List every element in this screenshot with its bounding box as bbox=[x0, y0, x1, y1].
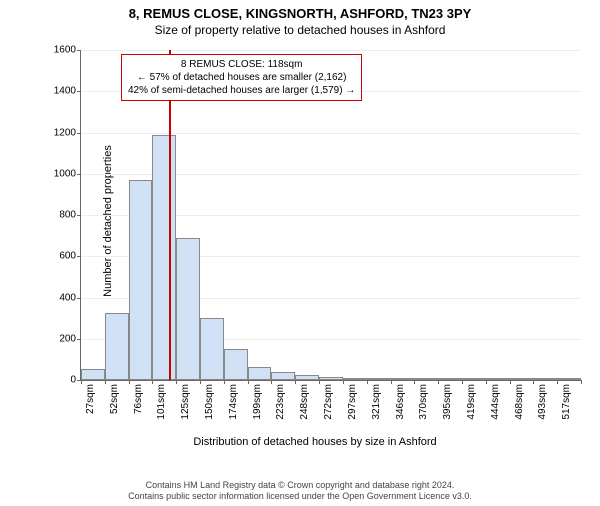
y-tick-label: 1400 bbox=[46, 86, 76, 97]
histogram-bar bbox=[319, 377, 343, 380]
x-tick-label: 517sqm bbox=[561, 384, 572, 430]
x-tick-label: 101sqm bbox=[156, 384, 167, 430]
histogram-bar bbox=[248, 367, 272, 380]
x-axis-label: Distribution of detached houses by size … bbox=[50, 436, 580, 448]
histogram-bar bbox=[414, 378, 438, 380]
footer-line-2: Contains public sector information licen… bbox=[0, 491, 600, 502]
x-tick-label: 174sqm bbox=[228, 384, 239, 430]
page-title: 8, REMUS CLOSE, KINGSNORTH, ASHFORD, TN2… bbox=[0, 6, 600, 21]
histogram-bar bbox=[271, 372, 295, 380]
page-subtitle: Size of property relative to detached ho… bbox=[0, 23, 600, 37]
histogram-bar bbox=[557, 378, 581, 380]
x-tick-label: 248sqm bbox=[299, 384, 310, 430]
y-tick-label: 1200 bbox=[46, 127, 76, 138]
histogram-bar bbox=[224, 349, 248, 380]
x-tick-label: 419sqm bbox=[466, 384, 477, 430]
histogram-bar bbox=[533, 378, 557, 380]
histogram-bar bbox=[462, 378, 486, 380]
histogram-bar bbox=[81, 369, 105, 380]
x-tick-label: 199sqm bbox=[252, 384, 263, 430]
x-tick-label: 125sqm bbox=[180, 384, 191, 430]
x-tick-label: 27sqm bbox=[85, 384, 96, 430]
info-box-line: 8 REMUS CLOSE: 118sqm bbox=[128, 58, 355, 71]
histogram-bar bbox=[176, 238, 200, 380]
y-tick-label: 400 bbox=[46, 292, 76, 303]
y-tick-label: 200 bbox=[46, 333, 76, 344]
info-box-line: ← 57% of detached houses are smaller (2,… bbox=[128, 71, 355, 84]
y-tick-label: 1600 bbox=[46, 45, 76, 56]
marker-info-box: 8 REMUS CLOSE: 118sqm← 57% of detached h… bbox=[121, 54, 362, 101]
histogram-bar bbox=[295, 375, 319, 380]
footer-line-1: Contains HM Land Registry data © Crown c… bbox=[0, 480, 600, 491]
histogram-plot: 0200400600800100012001400160027sqm52sqm7… bbox=[80, 50, 581, 381]
histogram-bar bbox=[200, 318, 224, 380]
histogram-bar bbox=[152, 135, 176, 380]
x-tick-label: 272sqm bbox=[323, 384, 334, 430]
histogram-bar bbox=[438, 378, 462, 380]
histogram-bar bbox=[367, 378, 391, 380]
x-tick-label: 346sqm bbox=[395, 384, 406, 430]
x-tick-label: 370sqm bbox=[418, 384, 429, 430]
x-tick-label: 297sqm bbox=[347, 384, 358, 430]
footer-attribution: Contains HM Land Registry data © Crown c… bbox=[0, 480, 600, 503]
histogram-bar bbox=[343, 378, 367, 380]
x-tick-label: 444sqm bbox=[490, 384, 501, 430]
y-tick-label: 800 bbox=[46, 210, 76, 221]
chart-container: Number of detached properties 0200400600… bbox=[50, 50, 580, 418]
y-tick-label: 600 bbox=[46, 251, 76, 262]
histogram-bar bbox=[105, 313, 129, 380]
histogram-bar bbox=[129, 180, 153, 380]
y-tick-label: 0 bbox=[46, 375, 76, 386]
x-tick-label: 493sqm bbox=[537, 384, 548, 430]
x-tick-label: 52sqm bbox=[109, 384, 120, 430]
x-tick-label: 76sqm bbox=[133, 384, 144, 430]
histogram-bar bbox=[510, 378, 534, 380]
histogram-bar bbox=[391, 378, 415, 380]
x-tick-label: 395sqm bbox=[442, 384, 453, 430]
x-tick-label: 150sqm bbox=[204, 384, 215, 430]
y-tick-label: 1000 bbox=[46, 168, 76, 179]
x-tick-label: 321sqm bbox=[371, 384, 382, 430]
x-tick-label: 468sqm bbox=[514, 384, 525, 430]
histogram-bar bbox=[486, 378, 510, 380]
info-box-line: 42% of semi-detached houses are larger (… bbox=[128, 84, 355, 97]
x-tick-label: 223sqm bbox=[275, 384, 286, 430]
